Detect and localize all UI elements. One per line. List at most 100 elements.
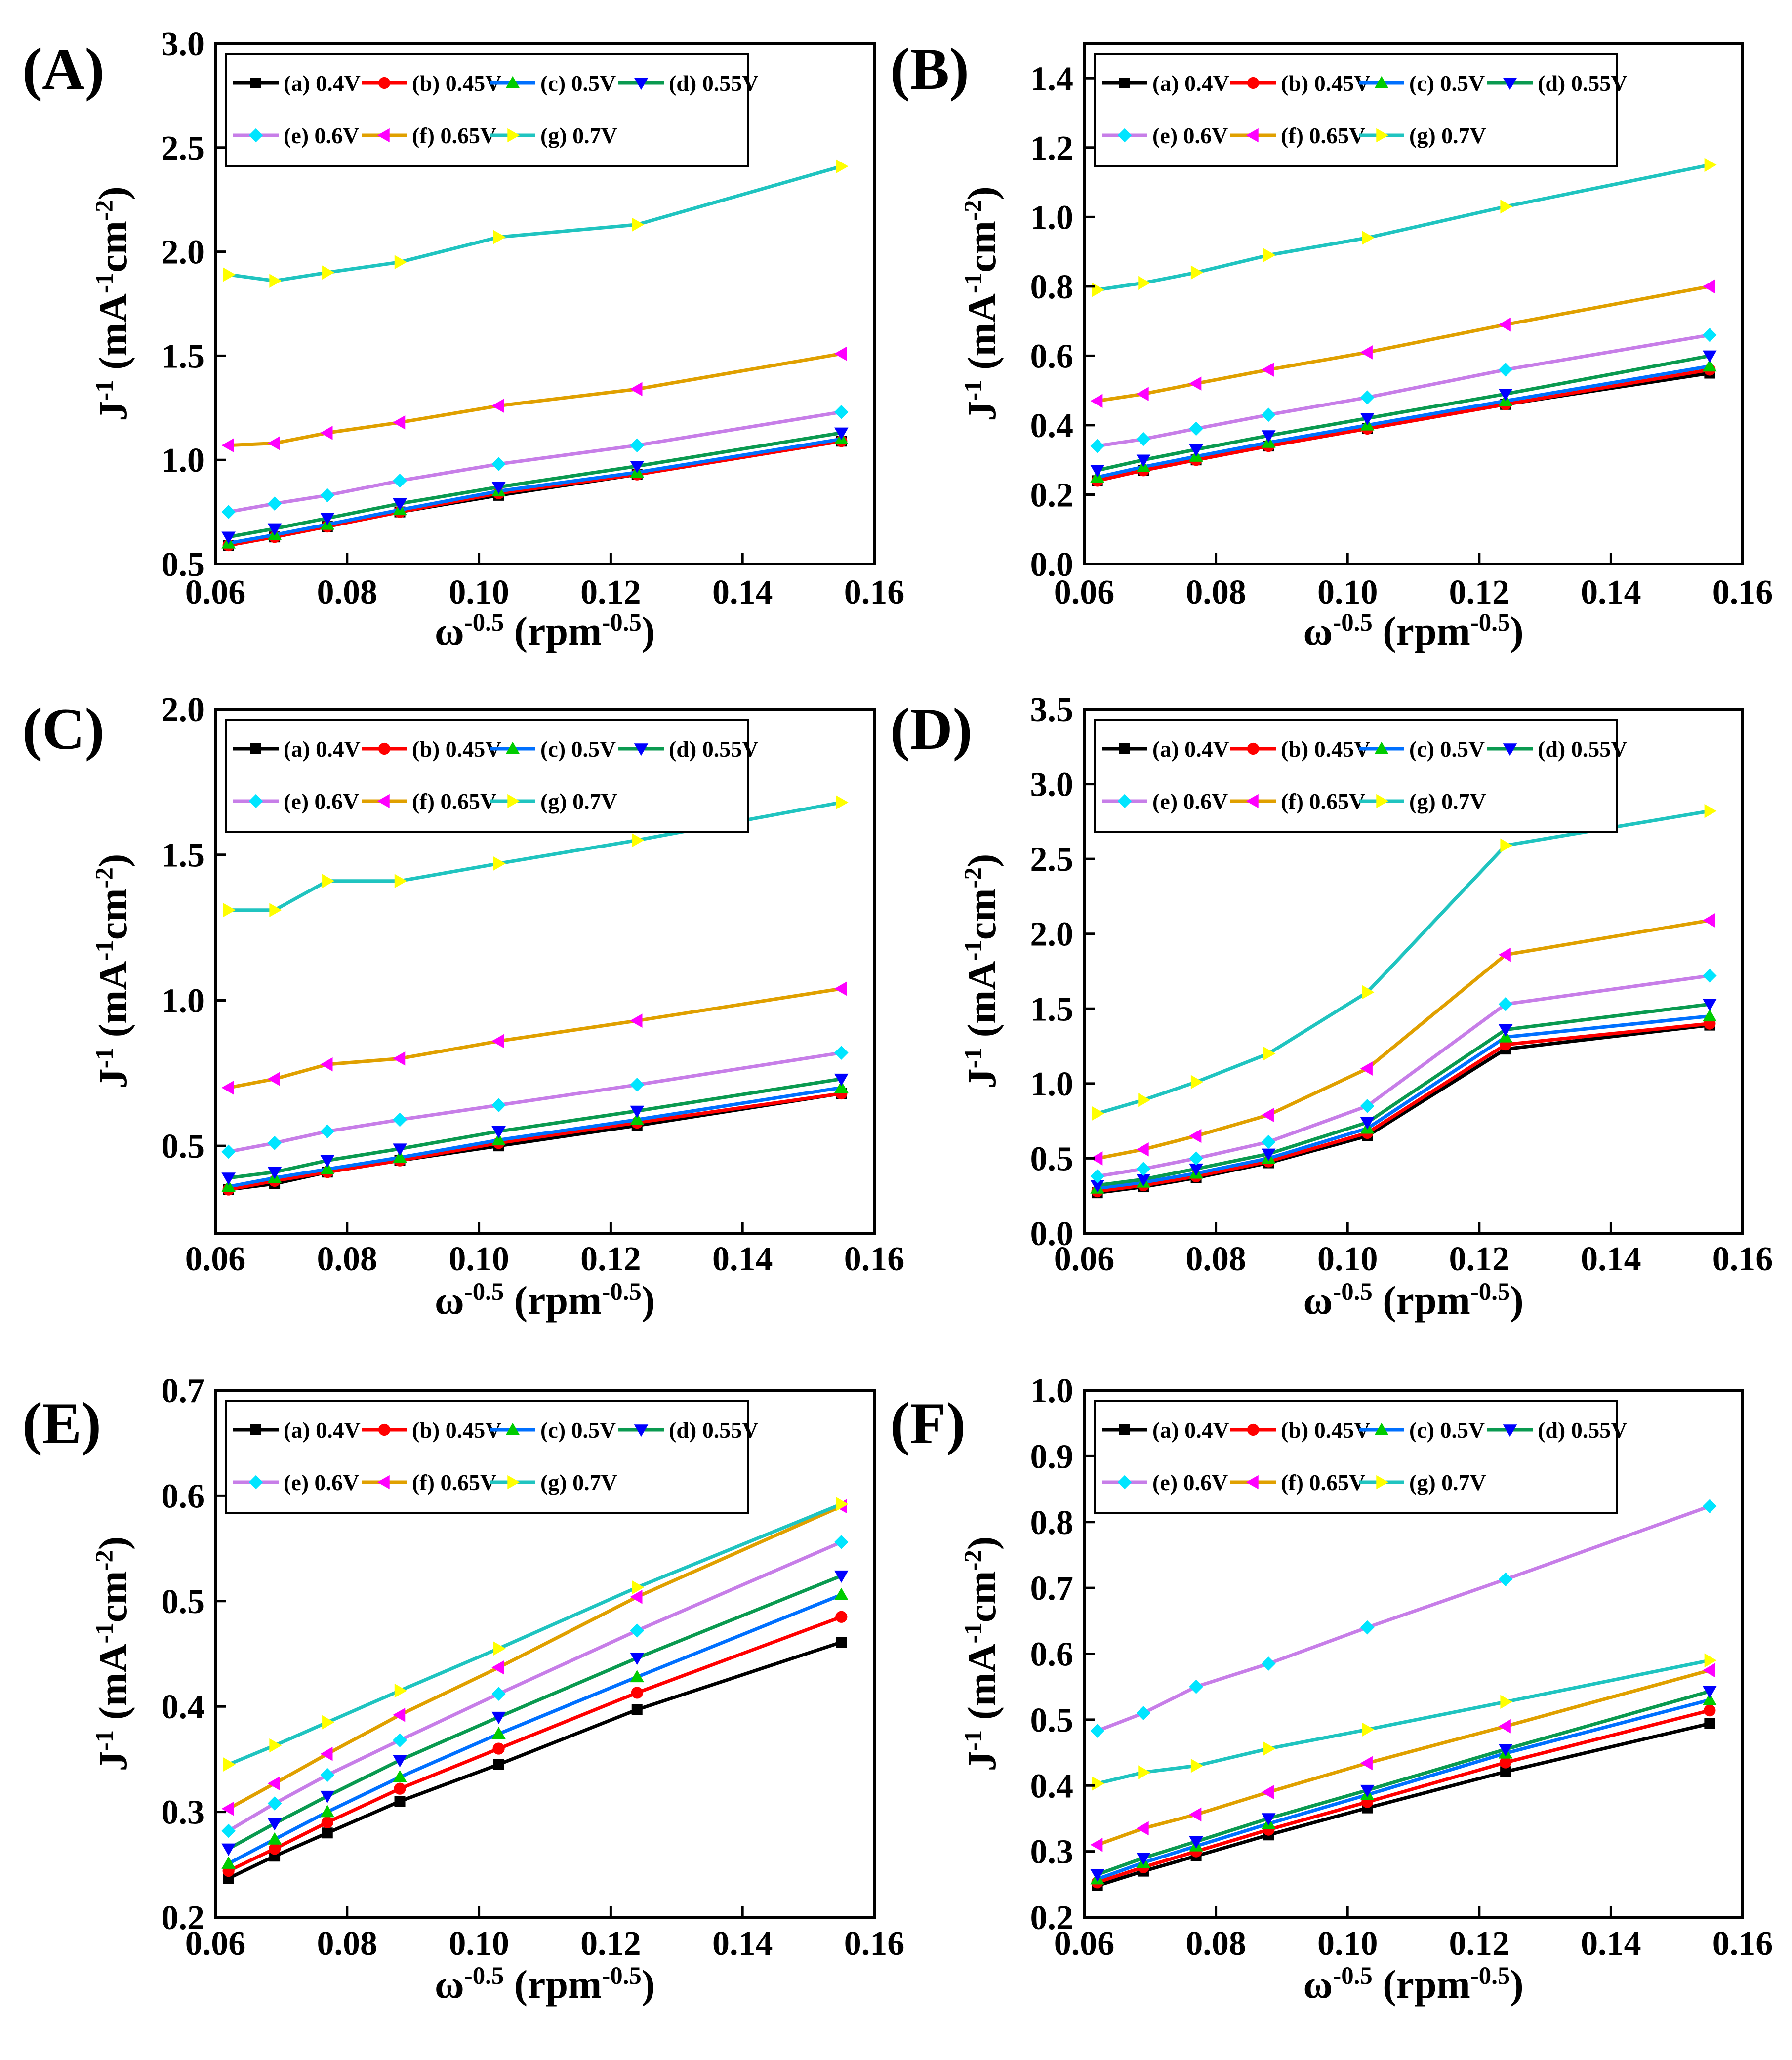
series-e: [1090, 327, 1717, 453]
x-tick-label: 0.14: [1581, 573, 1641, 611]
legend-label: (d) 0.55V: [1538, 736, 1627, 762]
data-point: [1090, 465, 1104, 478]
data-point: [1263, 1046, 1276, 1061]
data-point: [1136, 387, 1149, 401]
axes-frame: [214, 708, 876, 1235]
legend-item-g: (g) 0.7V: [490, 123, 617, 148]
data-point: [322, 1715, 335, 1730]
legend-marker: [1503, 743, 1517, 756]
data-point: [834, 1535, 849, 1549]
legend-label: (d) 0.55V: [1538, 71, 1627, 96]
legend-label: (b) 0.45V: [412, 71, 501, 96]
data-point: [834, 346, 847, 361]
legend-label: (a) 0.4V: [284, 1417, 361, 1443]
data-point: [267, 1832, 282, 1845]
legend: (a) 0.4V (b) 0.45V (c) 0.5V (d) 0.55V (e) 0.…: [1094, 1400, 1627, 1514]
series-line: [227, 1502, 843, 1767]
y-tick-label: 0.8: [1030, 268, 1074, 306]
series-line: [1096, 1014, 1711, 1190]
data-point: [221, 1856, 236, 1869]
legend-marker: [248, 794, 263, 808]
series-line: [227, 164, 843, 283]
x-tick-label: 0.06: [185, 1925, 246, 1963]
legend-marker: [1117, 128, 1132, 143]
legend: (a) 0.4V (b) 0.45V (c) 0.5V (d) 0.55V (e) 0.…: [225, 53, 758, 167]
legend-marker: [1374, 741, 1389, 754]
series-e: [221, 404, 849, 519]
data-point: [834, 1073, 849, 1086]
legend-marker: [1376, 128, 1389, 143]
data-point: [1261, 363, 1274, 377]
legend-label: (b) 0.45V: [1281, 71, 1370, 96]
x-tick-label: 0.12: [1449, 1240, 1510, 1278]
legend-item-g: (g) 0.7V: [490, 1470, 617, 1495]
legend-item-b: (b) 0.45V: [362, 71, 501, 96]
data-point: [491, 1098, 506, 1112]
data-point: [221, 505, 236, 519]
y-tick-label: 2.0: [162, 234, 205, 272]
panel-label: (E): [22, 1390, 101, 1456]
data-point: [1500, 1756, 1512, 1769]
data-point: [1703, 999, 1717, 1011]
data-point: [491, 457, 506, 471]
legend-marker: [1374, 76, 1389, 88]
x-tick-label: 0.14: [1581, 1925, 1641, 1963]
legend-label: (b) 0.45V: [412, 736, 501, 762]
x-axis-label: ω-0.5 (rpm-0.5): [435, 608, 655, 653]
chart-panel-f: (F) 0.06 0.08 0.10 0.12 0.14 0.16 0.2 0.3 0.4 0.5 0…: [890, 1372, 1773, 2007]
series-f: [1090, 1663, 1715, 1852]
legend-label: (b) 0.45V: [1281, 1417, 1370, 1443]
data-point: [1190, 1758, 1203, 1773]
data-point: [393, 1733, 407, 1747]
series-line: [1096, 333, 1711, 448]
series-line: [227, 1077, 843, 1180]
data-point: [631, 1687, 643, 1699]
x-tick-label: 0.16: [1712, 1925, 1773, 1963]
data-point: [1090, 1724, 1104, 1738]
data-point: [1498, 388, 1513, 401]
axes-frame: [1083, 42, 1744, 565]
x-tick-label: 0.06: [1054, 1240, 1115, 1278]
y-tick-label: 1.2: [1030, 129, 1074, 167]
legend: (a) 0.4V (b) 0.45V (c) 0.5V (d) 0.55V (e) 0.…: [1094, 719, 1627, 833]
data-point: [632, 217, 645, 232]
y-axis-label: J-1 (mA-1cm-2): [959, 854, 1004, 1089]
data-point: [269, 903, 282, 918]
x-tick-label: 0.12: [580, 1240, 641, 1278]
series-line: [227, 1540, 843, 1833]
series-g: [223, 795, 849, 918]
legend-marker: [1117, 1475, 1132, 1490]
x-tick-label: 0.16: [1712, 573, 1773, 611]
y-tick-label: 0.7: [162, 1372, 205, 1410]
x-tick-label: 0.14: [1581, 1240, 1641, 1278]
series-line: [227, 1593, 843, 1865]
x-tick-label: 0.06: [185, 1240, 246, 1278]
series-e: [221, 1535, 849, 1838]
chart-panel-e: (E) 0.06 0.08 0.10 0.12 0.14 0.16 0.2 0.3 0.4 0.5 0…: [22, 1372, 904, 2007]
data-point: [491, 482, 506, 494]
data-point: [1498, 1572, 1513, 1587]
legend-label: (b) 0.45V: [1281, 736, 1370, 762]
data-point: [834, 1570, 849, 1583]
data-point: [1500, 838, 1513, 853]
legend-marker: [250, 1424, 261, 1435]
axes-frame: [214, 42, 876, 565]
legend-label: (f) 0.65V: [412, 1470, 496, 1495]
data-point: [1703, 359, 1717, 372]
data-point: [1138, 276, 1151, 290]
data-point: [221, 1144, 236, 1159]
data-point: [1703, 1686, 1717, 1698]
data-point: [1362, 231, 1375, 245]
data-point: [393, 1755, 407, 1768]
legend-marker: [634, 743, 649, 756]
data-point: [322, 265, 335, 280]
data-point: [836, 159, 849, 174]
data-point: [836, 1637, 847, 1648]
legend-item-e: (e) 0.6V: [1102, 1470, 1228, 1495]
legend-item-g: (g) 0.7V: [1359, 1470, 1486, 1495]
legend-label: (d) 0.55V: [669, 736, 758, 762]
x-axis-label: ω-0.5 (rpm-0.5): [1303, 1962, 1523, 2007]
data-point: [1360, 390, 1375, 405]
y-tick-label: 3.5: [1030, 691, 1074, 729]
legend-marker: [250, 78, 261, 88]
